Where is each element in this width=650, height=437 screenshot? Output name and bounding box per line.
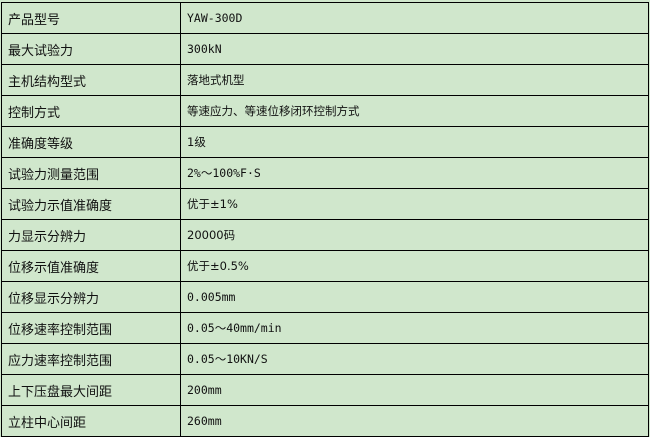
spec-row: 力显示分辨力 20000码 xyxy=(1,219,649,251)
spec-row: 应力速率控制范围 0.05～10KN/S xyxy=(1,343,649,375)
spec-row: 试验力测量范围 2%～100%F·S xyxy=(1,157,649,189)
spec-value: 20000码 xyxy=(180,219,649,251)
spec-value: 优于±0.5% xyxy=(180,250,649,282)
spec-row: 位移速率控制范围 0.05～40mm/min xyxy=(1,312,649,344)
spec-label: 位移示值准确度 xyxy=(1,250,181,282)
spec-value: 300kN xyxy=(180,33,649,65)
spec-value: 落地式机型 xyxy=(180,64,649,96)
spec-value: 1级 xyxy=(180,126,649,158)
spec-label: 最大试验力 xyxy=(1,33,181,65)
spec-row: 立柱中心间距 260mm xyxy=(1,405,649,437)
spec-value: 等速应力、等速位移闭环控制方式 xyxy=(180,95,649,127)
spec-value: 200mm xyxy=(180,374,649,406)
spec-row: 产品型号 YAW-300D xyxy=(1,2,649,34)
spec-row: 位移示值准确度 优于±0.5% xyxy=(1,250,649,282)
spec-label: 控制方式 xyxy=(1,95,181,127)
spec-value: 0.005mm xyxy=(180,281,649,313)
spec-value: 优于±1% xyxy=(180,188,649,220)
spec-label: 主机结构型式 xyxy=(1,64,181,96)
spec-row: 主机结构型式 落地式机型 xyxy=(1,64,649,96)
spec-label: 产品型号 xyxy=(1,2,181,34)
spec-label: 立柱中心间距 xyxy=(1,405,181,437)
spec-value: YAW-300D xyxy=(180,2,649,34)
spec-label: 试验力示值准确度 xyxy=(1,188,181,220)
spec-label: 位移显示分辨力 xyxy=(1,281,181,313)
spec-label: 力显示分辨力 xyxy=(1,219,181,251)
spec-row: 上下压盘最大间距 200mm xyxy=(1,374,649,406)
spec-row: 控制方式 等速应力、等速位移闭环控制方式 xyxy=(1,95,649,127)
spec-label: 位移速率控制范围 xyxy=(1,312,181,344)
spec-label: 上下压盘最大间距 xyxy=(1,374,181,406)
spec-row: 最大试验力 300kN xyxy=(1,33,649,65)
spec-value: 2%～100%F·S xyxy=(180,157,649,189)
spec-row: 试验力示值准确度 优于±1% xyxy=(1,188,649,220)
spec-value: 0.05～40mm/min xyxy=(180,312,649,344)
spec-row: 准确度等级 1级 xyxy=(1,126,649,158)
spec-row: 位移显示分辨力 0.005mm xyxy=(1,281,649,313)
spec-label: 试验力测量范围 xyxy=(1,157,181,189)
spec-label: 准确度等级 xyxy=(1,126,181,158)
spec-value: 260mm xyxy=(180,405,649,437)
spec-label: 应力速率控制范围 xyxy=(1,343,181,375)
spec-value: 0.05～10KN/S xyxy=(180,343,649,375)
